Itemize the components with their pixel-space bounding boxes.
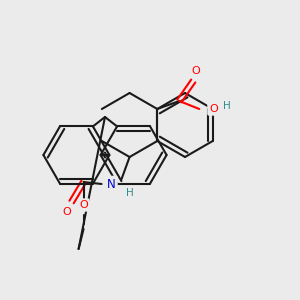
- Text: H: H: [224, 101, 231, 111]
- Text: H: H: [126, 188, 134, 198]
- Text: O: O: [62, 207, 71, 217]
- Text: N: N: [107, 178, 116, 190]
- Text: O: O: [191, 66, 200, 76]
- Text: O: O: [79, 200, 88, 210]
- Text: O: O: [209, 104, 218, 114]
